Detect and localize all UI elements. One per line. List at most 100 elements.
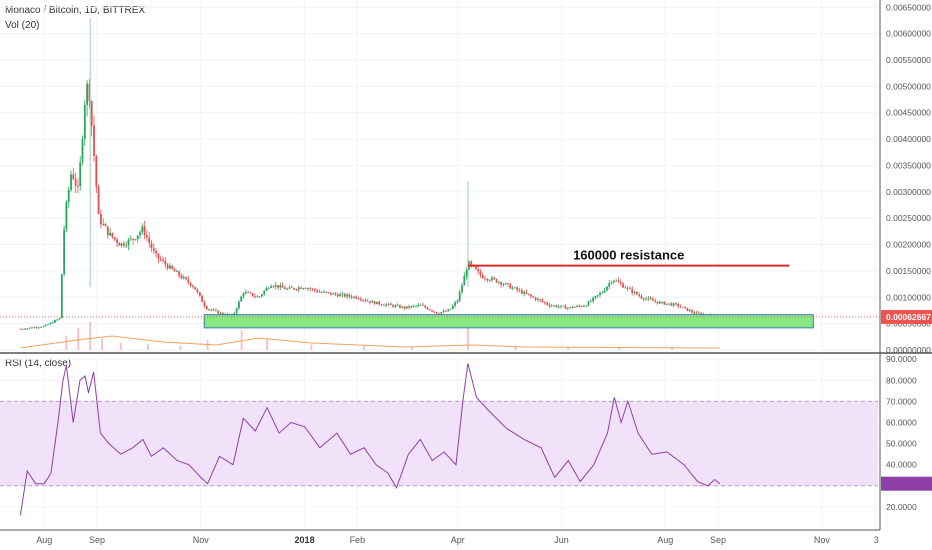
rsi-band	[0, 400, 878, 487]
candle-body	[537, 299, 539, 300]
candle-body	[408, 306, 411, 308]
volume-bars	[20, 322, 720, 350]
candle-body	[447, 309, 450, 312]
candle-body	[622, 283, 624, 288]
candle-body	[442, 310, 445, 313]
candle-body	[49, 322, 52, 325]
candle-body	[504, 283, 507, 285]
candle-body	[518, 290, 521, 291]
candle-body	[313, 288, 316, 291]
rsi-tick-label: 90.0000	[886, 354, 917, 364]
candle-body	[258, 296, 261, 298]
candle-body	[295, 289, 298, 291]
candle-body	[435, 312, 438, 314]
candle-body	[288, 287, 291, 289]
candle-body	[311, 288, 314, 290]
candle-body	[428, 309, 431, 311]
candle-body	[417, 304, 420, 306]
volume-bar	[179, 345, 182, 350]
candle-body	[348, 294, 351, 297]
candle-body	[304, 288, 307, 290]
candle-body	[152, 248, 155, 252]
candle-body	[511, 287, 514, 289]
candle-body	[336, 294, 339, 297]
candle-body	[426, 307, 429, 310]
candle-body	[334, 293, 337, 295]
candle-body	[175, 271, 178, 273]
candle-body	[645, 298, 647, 300]
candle-body	[307, 288, 309, 290]
candle-body	[523, 291, 526, 294]
candle-body	[169, 265, 171, 269]
candle-body	[118, 242, 121, 246]
candle-body	[445, 310, 447, 312]
candle-body	[700, 313, 703, 315]
candle-body	[543, 301, 546, 303]
candle-body	[72, 174, 75, 180]
candle-body	[300, 287, 302, 289]
candle-body	[596, 295, 599, 297]
candle-body	[670, 303, 673, 306]
candle-body	[201, 295, 204, 302]
candle-body	[74, 179, 77, 186]
candle-body	[451, 305, 454, 309]
candle-body	[24, 328, 26, 330]
candle-body	[440, 312, 443, 314]
candle-body	[88, 83, 91, 102]
candle-body	[488, 280, 491, 281]
candle-body	[293, 288, 296, 290]
volume-bar	[147, 344, 150, 350]
price-tick-label: 0.00600000	[886, 29, 931, 39]
candle-body	[65, 201, 68, 230]
candle-body	[217, 310, 220, 314]
last-price-label: 0.00062667	[886, 312, 931, 322]
resistance-label: 160000 resistance	[573, 248, 684, 263]
price-tick-label: 0.00200000	[886, 240, 931, 250]
candle-body	[652, 299, 654, 301]
candle-body	[491, 277, 493, 281]
candle-body	[318, 291, 321, 293]
candle-body	[470, 261, 473, 265]
candle-body	[688, 310, 691, 312]
candle-body	[369, 301, 371, 303]
candle-body	[396, 305, 399, 307]
candle-body	[247, 291, 250, 293]
candle-body	[677, 303, 680, 307]
candle-body	[456, 300, 459, 303]
candle-body	[47, 324, 49, 326]
candle-body	[212, 309, 215, 311]
rsi-tick-label: 60.0000	[886, 418, 917, 428]
candle-body	[658, 301, 661, 304]
volume-bar	[363, 345, 366, 350]
candle-body	[484, 278, 486, 280]
candle-body	[171, 265, 174, 270]
candle-body	[136, 235, 139, 240]
candle-body	[539, 299, 542, 301]
candle-body	[150, 242, 153, 249]
candle-body	[419, 304, 422, 306]
candle-body	[178, 271, 181, 276]
candle-body	[656, 301, 659, 304]
candle-body	[663, 301, 666, 305]
support-zone	[203, 314, 814, 329]
volume-bar	[618, 346, 621, 350]
candle-body	[35, 327, 38, 329]
candle-body	[463, 275, 466, 286]
candle-body	[104, 223, 107, 227]
candle-body	[79, 161, 82, 187]
candle-body	[601, 292, 604, 294]
candle-body	[661, 301, 664, 303]
volume-bar	[77, 327, 80, 350]
price-tick-label: 0.00650000	[886, 2, 931, 12]
candle-body	[668, 303, 670, 305]
candle-body	[633, 291, 636, 293]
rsi-line	[19, 363, 721, 516]
candle-body	[233, 313, 236, 315]
candle-body	[486, 278, 489, 281]
date-tick-label: 3	[874, 535, 879, 545]
candle-body	[274, 285, 277, 287]
candle-body	[90, 101, 93, 126]
candle-body	[642, 298, 645, 300]
candle-body	[155, 251, 158, 254]
